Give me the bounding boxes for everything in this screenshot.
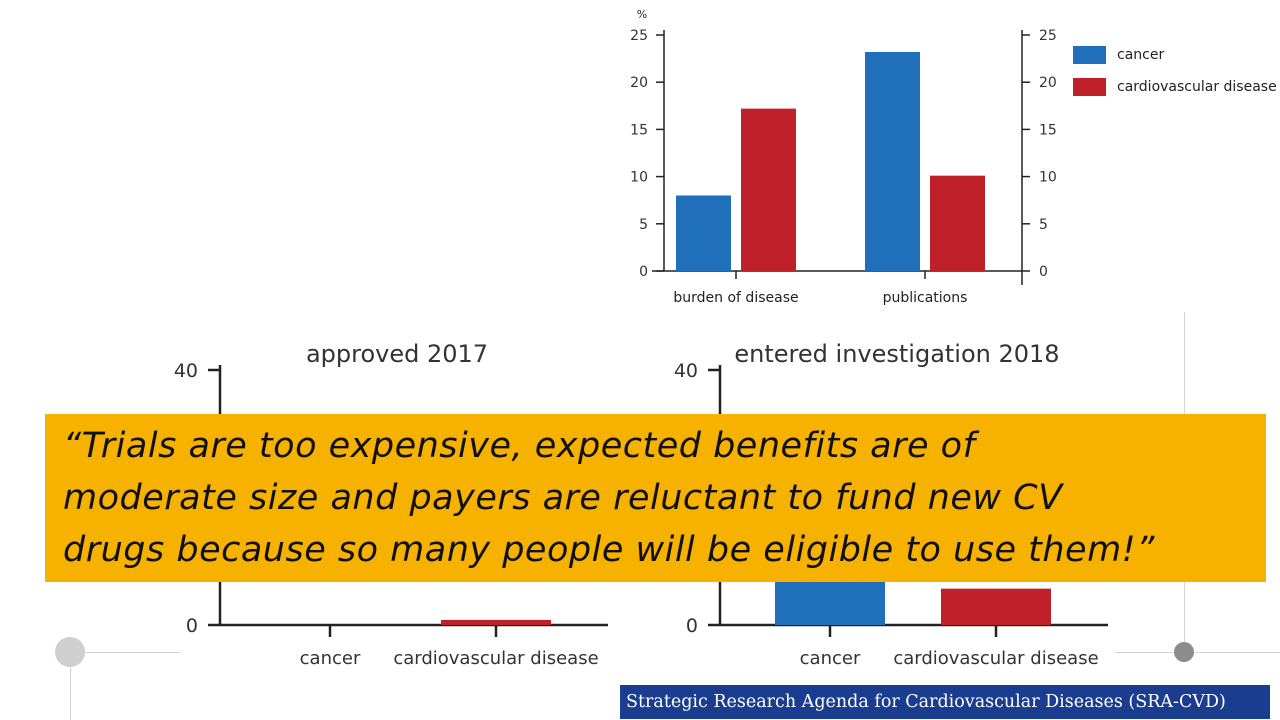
legend-label: cardiovascular disease: [1117, 79, 1277, 95]
y-tick-label-right: 10: [1039, 170, 1057, 186]
x-tick-label: cancer: [800, 648, 861, 669]
quote-line-2: moderate size and payers are reluctant t…: [63, 478, 1063, 518]
decor-line-left-vertical: [70, 665, 71, 720]
y-tick-label-right: 20: [1039, 75, 1057, 91]
y-axis-label: %: [637, 8, 647, 21]
x-tick-label: cardiovascular disease: [393, 648, 598, 669]
legend-label: cancer: [1117, 47, 1164, 63]
y-tick-label: 40: [174, 360, 198, 382]
bar-cardiovascular-disease: [441, 619, 551, 625]
legend-swatch: [1073, 78, 1106, 96]
y-tick-label: 0: [686, 615, 698, 637]
decor-line-left-horizontal: [85, 652, 180, 653]
y-tick-label-left: 25: [630, 28, 648, 44]
y-tick-label-left: 20: [630, 75, 648, 91]
bar-cardiovascular-disease-burden-of-disease: [741, 108, 796, 271]
decor-line-right-horizontal: [1115, 652, 1280, 653]
chart-title: approved 2017: [306, 340, 488, 368]
legend-swatch: [1073, 46, 1106, 64]
y-tick-label-left: 5: [639, 217, 648, 233]
bar-cardiovascular-disease: [941, 588, 1051, 625]
x-tick-label: cancer: [300, 648, 361, 669]
top-bar-chart: % 0 0 5 5 10 10 15 15 20 20 25 25 burden of disease pu…: [630, 8, 1277, 306]
bar-cardiovascular-disease-publications: [930, 175, 985, 271]
y-tick-label-left: 10: [630, 170, 648, 186]
y-tick-label-right: 5: [1039, 217, 1048, 233]
quote-box: “Trials are too expensive, expected bene…: [45, 414, 1266, 582]
footer-banner: Strategic Research Agenda for Cardiovasc…: [620, 685, 1270, 719]
y-tick-label: 0: [186, 615, 198, 637]
y-tick-label-left: 15: [630, 122, 648, 138]
decor-dot-left: [55, 637, 85, 667]
quote-line-1: “Trials are too expensive, expected bene…: [63, 426, 976, 466]
quote-line-3: drugs because so many people will be eli…: [63, 530, 1155, 570]
y-tick-label-right: 25: [1039, 28, 1057, 44]
y-tick-label-right: 0: [1039, 264, 1048, 280]
y-tick-label-right: 15: [1039, 122, 1057, 138]
approved-2017-chart: approved 2017 0 40 cancer cardiovascular dis…: [174, 340, 608, 669]
decor-dot-right: [1174, 642, 1194, 662]
bar-cancer-burden-of-disease: [676, 195, 731, 271]
chart-title: entered investigation 2018: [734, 340, 1059, 368]
y-tick-label: 40: [674, 360, 698, 382]
x-tick-label: cardiovascular disease: [893, 648, 1098, 669]
x-tick-label: publications: [883, 290, 968, 306]
bar-cancer-publications: [865, 51, 920, 271]
x-tick-label: burden of disease: [673, 290, 798, 306]
y-tick-label-left: 0: [639, 264, 648, 280]
